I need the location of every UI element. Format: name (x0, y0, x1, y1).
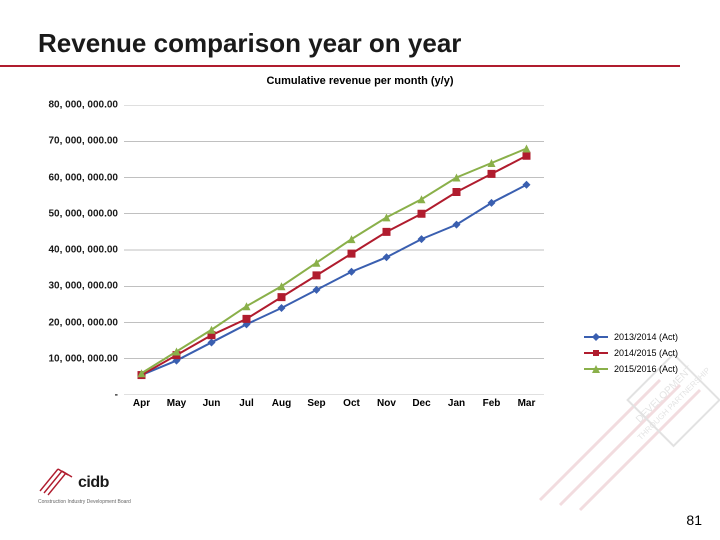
series-line (142, 185, 527, 375)
series-line (142, 149, 527, 374)
x-axis-label: Jul (239, 398, 253, 409)
page-title: Revenue comparison year on year (0, 0, 680, 67)
x-axis-label: Dec (412, 398, 430, 409)
y-axis-label: 50, 000, 000.00 (40, 208, 118, 219)
page-number: 81 (686, 512, 702, 528)
line-chart (124, 105, 544, 395)
y-axis-label: 40, 000, 000.00 (40, 245, 118, 256)
y-axis-label: 60, 000, 000.00 (40, 172, 118, 183)
series-line (142, 156, 527, 375)
x-axis-label: Jun (203, 398, 221, 409)
x-axis-label: Feb (483, 398, 501, 409)
logo-subtext: Construction Industry Development Board (38, 499, 131, 505)
x-axis-label: Nov (377, 398, 396, 409)
y-axis-label: 80, 000, 000.00 (40, 100, 118, 111)
x-axis-label: May (167, 398, 186, 409)
x-axis-label: Oct (343, 398, 360, 409)
chart-subtitle: Cumulative revenue per month (y/y) (0, 75, 720, 87)
x-axis-label: Sep (307, 398, 325, 409)
x-axis-label: Apr (133, 398, 150, 409)
y-axis-label: 70, 000, 000.00 (40, 136, 118, 147)
y-axis-label: 20, 000, 000.00 (40, 317, 118, 328)
x-axis-label: Aug (272, 398, 291, 409)
y-axis-label: - (40, 390, 118, 401)
brand-logo: cidb Construction Industry Development B… (38, 461, 148, 510)
y-axis-label: 10, 000, 000.00 (40, 353, 118, 364)
decorative-graphic: DEVELOPMENT THROUGH PARTNERSHIP (520, 340, 720, 520)
x-axis-label: Jan (448, 398, 465, 409)
logo-text: cidb (78, 474, 110, 491)
y-axis-label: 30, 000, 000.00 (40, 281, 118, 292)
